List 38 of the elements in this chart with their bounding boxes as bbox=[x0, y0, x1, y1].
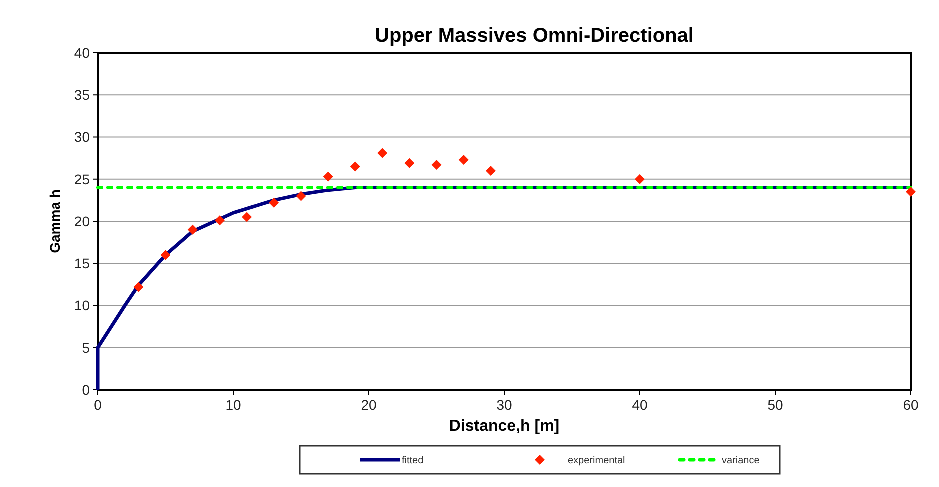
y-tick-label: 15 bbox=[74, 256, 90, 272]
x-tick-label: 30 bbox=[496, 397, 512, 413]
y-tick-label: 40 bbox=[74, 44, 90, 61]
legend-label: experimental bbox=[568, 456, 626, 466]
y-tick-label: 10 bbox=[74, 298, 90, 314]
point bbox=[635, 174, 645, 184]
point bbox=[323, 172, 334, 182]
point bbox=[134, 282, 144, 292]
y-tick-label: 20 bbox=[74, 213, 90, 230]
legend-label: variance bbox=[722, 456, 760, 466]
point bbox=[404, 158, 415, 168]
point bbox=[458, 155, 469, 165]
point bbox=[188, 224, 198, 235]
y-tick-label: 35 bbox=[74, 87, 90, 104]
point bbox=[486, 166, 496, 176]
x-tick-label: 40 bbox=[632, 397, 648, 413]
x-tick-label: 60 bbox=[903, 397, 919, 413]
y-axis-title: Gamma h bbox=[47, 190, 63, 254]
y-tick-label: 5 bbox=[82, 340, 90, 356]
chart-title: Upper Massives Omni-Directional bbox=[375, 25, 694, 47]
y-tick-label: 0 bbox=[82, 382, 90, 398]
point bbox=[160, 250, 171, 260]
point bbox=[906, 187, 916, 198]
point bbox=[269, 198, 280, 208]
y-tick-label: 30 bbox=[74, 129, 90, 146]
point bbox=[296, 191, 306, 202]
x-tick-label: 50 bbox=[768, 397, 784, 413]
point bbox=[432, 160, 442, 170]
x-tick-label: 10 bbox=[226, 397, 242, 413]
y-tick-label: 25 bbox=[74, 171, 90, 188]
point bbox=[350, 162, 360, 172]
point bbox=[242, 212, 252, 222]
point bbox=[378, 148, 388, 158]
x-axis-title: Distance,h [m] bbox=[449, 418, 560, 435]
x-tick-label: 20 bbox=[361, 397, 377, 413]
x-tick-label: 0 bbox=[94, 397, 102, 413]
point bbox=[214, 216, 225, 226]
legend-label: fitted bbox=[402, 456, 424, 466]
